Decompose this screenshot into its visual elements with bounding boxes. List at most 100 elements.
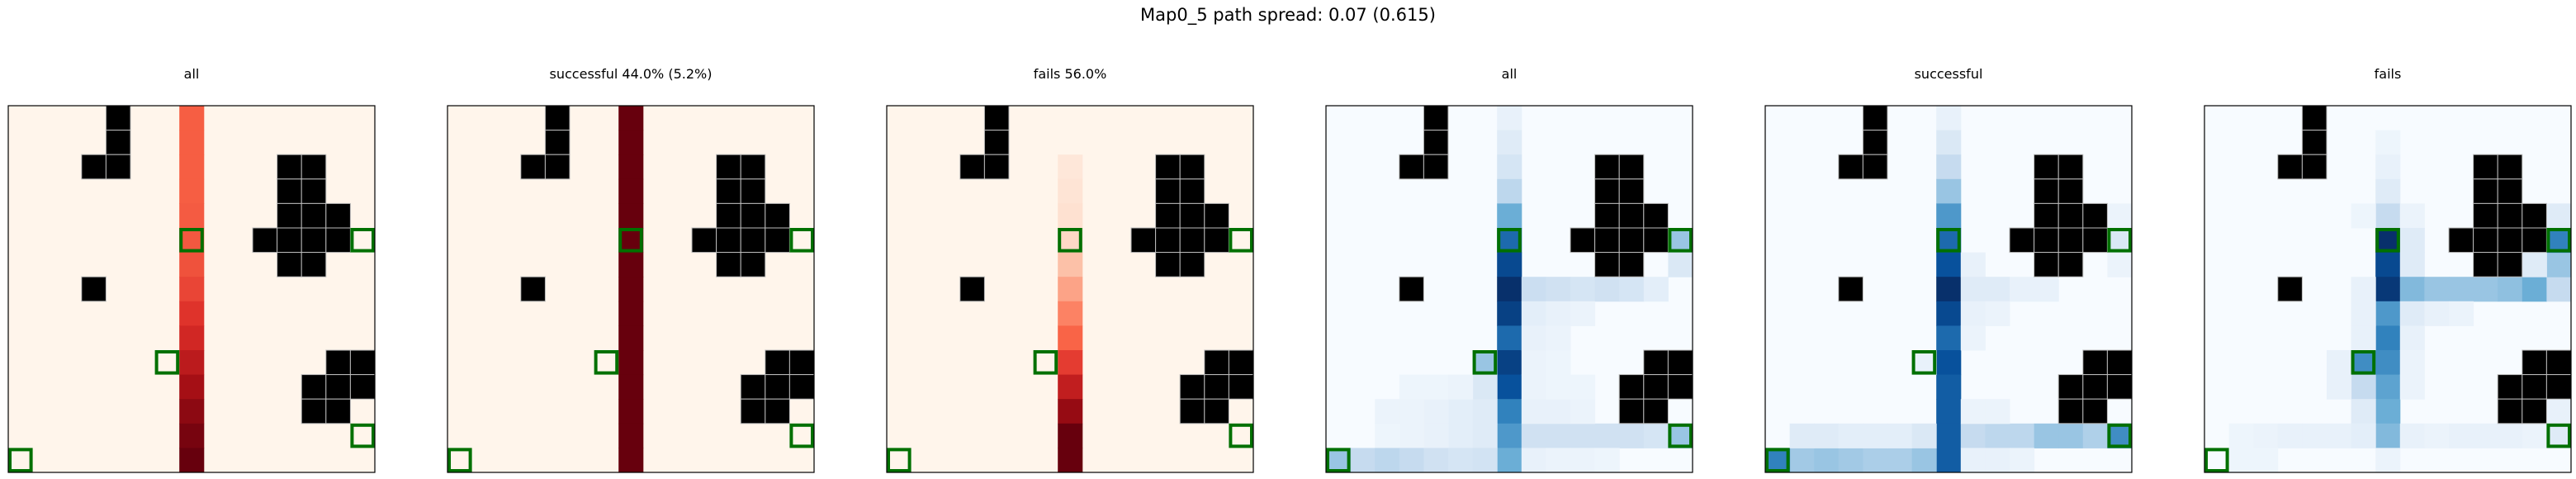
wall-cell (1155, 178, 1181, 204)
heatmap-cell (1814, 423, 1840, 448)
waypoint-marker (350, 423, 375, 448)
heatmap-cell (1936, 301, 1962, 326)
heatmap-cell (1546, 399, 1571, 424)
wall-cell (1667, 349, 1693, 376)
wall-cell (1179, 227, 1205, 254)
heatmap-cell (1546, 374, 1571, 400)
heatmap-cell (2399, 228, 2425, 254)
heatmap-cell (1399, 399, 1424, 424)
heatmap-cell (1058, 350, 1083, 376)
heatmap-cell (2522, 252, 2547, 277)
heatmap-cell (1936, 423, 1962, 448)
waypoint-marker (1936, 228, 1961, 253)
heatmap-cell (1375, 448, 1400, 473)
heatmap-cell (1448, 423, 1474, 448)
heatmap-cell (1960, 448, 1986, 473)
heatmap-cell (1497, 178, 1522, 204)
heatmap-cell (618, 448, 644, 473)
wall-cell (716, 178, 741, 204)
wall-cell (765, 349, 790, 376)
wall-cell (252, 227, 278, 254)
wall-cell (2277, 154, 2303, 180)
heatmap-cell (1936, 154, 1962, 180)
heatmap-cell (1985, 399, 2010, 424)
heatmap-cell (1497, 301, 1522, 326)
heatmap-cell (1472, 374, 1498, 400)
wall-cell (1179, 398, 1205, 424)
wall-cell (788, 349, 815, 376)
heatmap-cell (618, 154, 644, 180)
heatmap-cell (2107, 203, 2133, 229)
heatmap-cell (2399, 423, 2425, 448)
waypoint-marker (2546, 228, 2571, 253)
wall-cell (2497, 227, 2523, 254)
wall-cell (301, 227, 327, 254)
wall-cell (1618, 154, 1645, 180)
heatmap-cell (2375, 203, 2401, 229)
heatmap-cell (2375, 301, 2401, 326)
heatmap-cell (2375, 399, 2401, 424)
heatmap-cell (2375, 374, 2401, 400)
wall-cell (2497, 202, 2523, 229)
heatmap-cell (618, 228, 644, 254)
heatmap-cell (2375, 178, 2401, 204)
heatmap-cell (2010, 277, 2035, 302)
heatmap-cell (1546, 423, 1571, 448)
wall-cell (691, 227, 717, 254)
heatmap-cell (1497, 106, 1522, 131)
heatmap-cell (1058, 252, 1083, 277)
wall-cell (959, 276, 985, 302)
heatmap-cell (1546, 301, 1571, 326)
heatmap-cell (1765, 448, 1791, 473)
heatmap-cell (2228, 423, 2254, 448)
heatmap-cell (2375, 130, 2401, 155)
waypoint-marker (1497, 228, 1522, 253)
wall-cell (2057, 374, 2084, 400)
wall-cell (520, 276, 546, 302)
wall-cell (765, 202, 790, 229)
wall-cell (81, 276, 107, 302)
wall-cell (349, 374, 376, 400)
wall-cell (2057, 178, 2084, 204)
wall-cell (1618, 374, 1645, 400)
wall-cell (983, 154, 1010, 180)
heatmap-cell (1521, 325, 1546, 351)
panel-frame (1764, 105, 2133, 473)
wall-cell (105, 130, 131, 155)
wall-cell (2034, 252, 2059, 277)
panel-4-title: all (1501, 66, 1518, 82)
heatmap-cell (2351, 423, 2376, 448)
heatmap-cell (1058, 301, 1083, 326)
heatmap-cell (179, 203, 205, 229)
wall-cell (1228, 349, 1254, 376)
heatmap-cell (1497, 399, 1522, 424)
waypoint-marker (2351, 350, 2376, 375)
heatmap-cell (2375, 252, 2401, 277)
heatmap-cell (2010, 423, 2035, 448)
heatmap-cell (1497, 252, 1522, 277)
heatmap-cell (618, 399, 644, 424)
wall-cell (1862, 105, 1888, 131)
wall-cell (2522, 398, 2547, 424)
heatmap-cell (1058, 423, 1083, 448)
heatmap-cell (2449, 423, 2474, 448)
wall-cell (788, 374, 815, 400)
heatmap-cell (1936, 106, 1962, 131)
heatmap-cell (1423, 399, 1449, 424)
wall-cell (1618, 202, 1645, 229)
wall-cell (2497, 154, 2523, 180)
heatmap-cell (1058, 277, 1083, 302)
heatmap-cell (2375, 154, 2401, 180)
heatmap-cell (1911, 350, 1937, 376)
panel-1-title: all (183, 66, 200, 82)
wall-cell (1594, 178, 1620, 204)
heatmap-cell (1350, 448, 1376, 473)
heatmap-cell (2107, 228, 2133, 254)
heatmap-cell (1521, 374, 1546, 400)
heatmap-cell (1423, 423, 1449, 448)
heatmap-cell (1838, 448, 1863, 473)
heatmap-cell (1497, 277, 1522, 302)
wall-cell (1643, 227, 1669, 254)
wall-cell (1228, 374, 1254, 400)
heatmap-cell (179, 325, 205, 351)
